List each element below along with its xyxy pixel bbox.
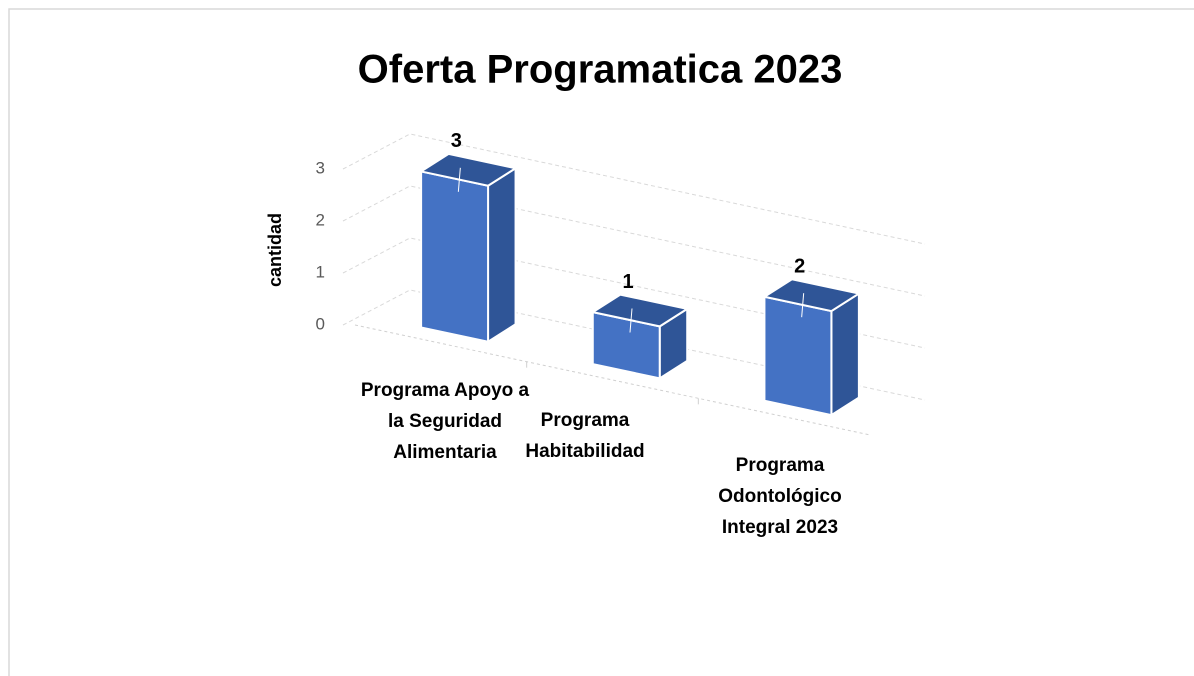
leader-line: [457, 167, 461, 192]
chart-title: Oferta Programatica 2023: [358, 48, 843, 92]
x-tick-label: Programa Habitabilidad: [525, 410, 645, 462]
bar-top-face: [418, 152, 519, 187]
data-label: 2: [794, 255, 805, 277]
y-tick-label: 3: [316, 158, 325, 177]
data-label: 1: [622, 271, 633, 293]
bar-top-face: [590, 293, 690, 328]
y-tick-label: 2: [316, 210, 325, 229]
bar-top-face: [761, 278, 862, 313]
y-axis-title: cantidad: [265, 213, 285, 287]
bar-front-face: [763, 295, 833, 417]
bar-right-face: [830, 291, 860, 417]
x-tick-label: Programa Apoyo a la Seguridad Alimentari…: [360, 380, 530, 463]
y-tick-label: 0: [316, 314, 325, 333]
floor-edge: [354, 324, 871, 436]
leader-line: [629, 308, 633, 333]
data-label: 3: [451, 130, 462, 152]
bar-front-face: [420, 170, 490, 343]
y-tick-label: 1: [316, 262, 325, 281]
chart-border: [8, 8, 1194, 676]
x-tick-label: Programa Odontológico Integral 2023: [718, 455, 842, 538]
leader-line: [801, 293, 805, 318]
bar-right-face: [487, 166, 517, 344]
